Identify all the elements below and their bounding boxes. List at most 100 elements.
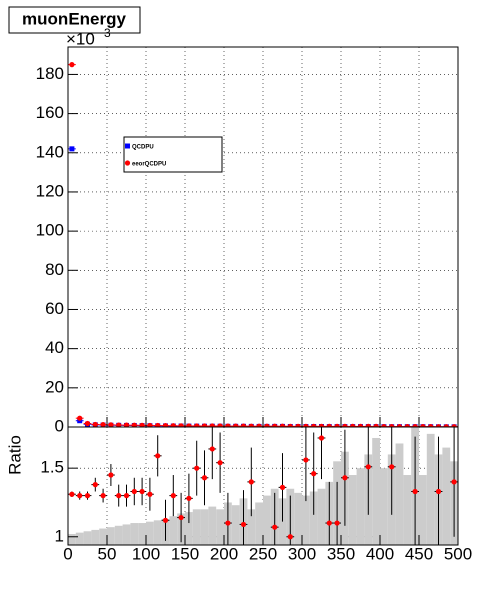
data-point <box>350 423 356 427</box>
band-bar <box>138 523 146 545</box>
data-point <box>412 488 418 495</box>
band-bar <box>130 523 139 545</box>
data-point <box>334 423 340 427</box>
data-point <box>92 482 98 488</box>
data-point <box>287 534 293 540</box>
data-point <box>428 424 434 427</box>
data-point <box>116 493 122 499</box>
band-bar <box>317 488 326 545</box>
data-point <box>178 423 184 427</box>
band-bar <box>426 433 435 545</box>
band-bar <box>372 437 380 545</box>
data-point <box>178 514 184 521</box>
data-point <box>77 493 83 499</box>
data-point <box>240 423 247 427</box>
data-point <box>201 423 208 427</box>
data-point <box>147 422 153 427</box>
y-tick-label: 120 <box>36 181 64 200</box>
band-bar <box>200 509 209 545</box>
data-point <box>194 423 200 427</box>
data-point <box>139 422 145 427</box>
band-bar <box>348 475 357 545</box>
data-point <box>389 464 395 470</box>
band-bar <box>419 475 427 545</box>
data-point <box>139 488 145 495</box>
data-point <box>100 493 106 499</box>
y-tick-label: 1.5 <box>40 458 64 477</box>
data-point <box>389 424 395 427</box>
band-bar <box>309 491 318 545</box>
legend-marker <box>124 160 131 166</box>
data-point <box>318 435 325 441</box>
legend-label: eeorQCDPU <box>132 162 166 168</box>
y-axis-label: Ratio <box>5 435 24 475</box>
y-tick-label: 180 <box>36 64 64 83</box>
data-point <box>155 422 161 427</box>
x-tick-label: 50 <box>98 544 117 563</box>
data-point <box>84 420 91 427</box>
band-bar <box>403 475 412 545</box>
data-point <box>186 495 192 501</box>
data-point <box>69 491 75 497</box>
data-point <box>123 422 130 427</box>
band-bar <box>247 509 256 545</box>
data-point <box>131 422 137 427</box>
data-point <box>342 475 348 481</box>
data-point <box>201 475 208 481</box>
band-bar <box>380 468 388 545</box>
x-tick-label: 150 <box>171 544 199 563</box>
x-tick-label: 500 <box>444 544 472 563</box>
data-point <box>303 457 309 463</box>
band-bar <box>294 492 302 545</box>
data-point <box>100 422 106 427</box>
band-bar <box>122 524 131 545</box>
legend-box <box>123 136 223 173</box>
band-bar <box>169 516 178 545</box>
data-point <box>248 479 254 485</box>
data-point <box>342 423 348 427</box>
band-bar <box>302 495 310 545</box>
data-point <box>373 423 379 427</box>
y-tick-label: 0 <box>55 416 64 435</box>
data-point <box>303 423 309 427</box>
y-tick-label: 100 <box>36 221 64 240</box>
data-point <box>209 446 215 452</box>
data-point <box>170 423 176 427</box>
data-point <box>170 493 176 499</box>
band-bar <box>107 527 115 545</box>
data-point <box>311 423 317 427</box>
x-tick-label: 400 <box>366 544 394 563</box>
x-tick-label: 300 <box>288 544 316 563</box>
legend-label: QCDPU <box>132 145 154 151</box>
y-multiplier: ×10 <box>66 29 95 48</box>
plot-frame <box>67 426 459 546</box>
data-point <box>225 423 231 427</box>
data-point <box>451 424 457 427</box>
x-tick-label: 200 <box>210 544 238 563</box>
data-point <box>326 423 332 427</box>
data-point <box>365 464 371 470</box>
band-bar <box>263 495 271 545</box>
data-point <box>381 424 387 427</box>
y-tick-label: 20 <box>45 377 64 396</box>
data-point <box>116 422 122 427</box>
data-point <box>162 423 169 427</box>
band-bar <box>356 468 365 545</box>
band-bar <box>146 521 154 545</box>
data-point <box>69 62 75 68</box>
band-bar <box>91 529 100 545</box>
data-point <box>435 488 442 495</box>
x-tick-label: 250 <box>249 544 277 563</box>
data-point <box>279 484 286 490</box>
data-point <box>84 493 91 499</box>
data-point <box>108 472 114 478</box>
y-tick-label: 1 <box>55 526 64 545</box>
x-tick-label: 450 <box>405 544 433 563</box>
data-point <box>404 424 410 427</box>
band-bar <box>99 528 107 545</box>
data-point <box>217 423 223 427</box>
data-point <box>240 521 247 528</box>
data-point <box>365 423 371 427</box>
band-bar <box>231 505 240 545</box>
chart-title: muonEnergy <box>22 9 126 28</box>
